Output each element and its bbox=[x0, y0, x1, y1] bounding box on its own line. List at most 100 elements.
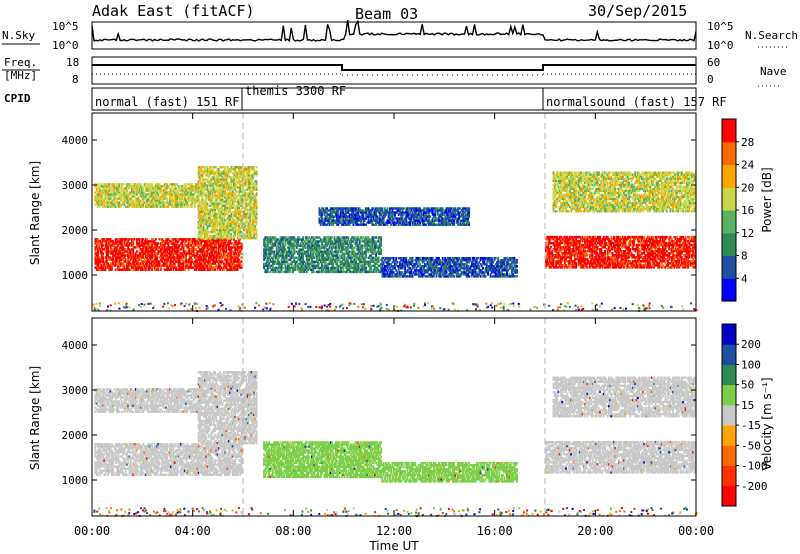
heatmap-cell bbox=[137, 269, 139, 271]
heatmap-cell bbox=[365, 267, 367, 269]
heatmap-cell bbox=[198, 197, 200, 199]
heatmap-cell bbox=[286, 257, 288, 259]
heatmap-cell bbox=[337, 267, 339, 269]
noise-right-tick-top: 10^5 bbox=[707, 20, 734, 33]
heatmap-cell bbox=[139, 238, 141, 240]
heatmap-cell bbox=[256, 203, 258, 205]
heatmap-cell bbox=[378, 257, 380, 259]
heatmap-cell bbox=[302, 236, 304, 238]
heatmap-cell bbox=[266, 251, 268, 253]
heatmap-cell bbox=[232, 211, 234, 213]
heatmap-cell bbox=[335, 242, 337, 244]
heatmap-cell bbox=[141, 185, 143, 187]
heatmap-cell bbox=[327, 267, 329, 269]
noise-line bbox=[92, 20, 696, 41]
heatmap-cell bbox=[239, 237, 241, 239]
heatmap-cell bbox=[195, 248, 197, 250]
heatmap-cell bbox=[214, 269, 216, 271]
heatmap-cell bbox=[129, 206, 131, 208]
heatmap-cell bbox=[157, 242, 159, 244]
heatmap-cell bbox=[256, 186, 258, 188]
heatmap-cell bbox=[110, 256, 112, 258]
heatmap-cell bbox=[160, 269, 162, 271]
heatmap-cell bbox=[178, 185, 180, 187]
date-title: 30/Sep/2015 bbox=[588, 2, 687, 20]
heatmap-cell bbox=[249, 219, 251, 221]
freq-left-tick-top: 18 bbox=[66, 56, 79, 69]
noise-right-label: N.Search bbox=[745, 29, 798, 42]
heatmap-cell bbox=[130, 250, 132, 252]
heatmap-cell bbox=[176, 197, 178, 199]
heatmap-cell bbox=[156, 206, 158, 208]
heatmap-cell bbox=[207, 203, 209, 205]
heatmap-cell bbox=[112, 240, 114, 242]
heatmap-cell bbox=[233, 203, 235, 205]
heatmap-cell bbox=[344, 257, 346, 259]
cpid-program-3: normalsound (fast) 157 RF bbox=[546, 95, 727, 109]
heatmap-cell bbox=[188, 203, 190, 205]
heatmap-cell bbox=[142, 206, 144, 208]
heatmap-cell bbox=[241, 242, 243, 244]
heatmap-cell bbox=[220, 266, 222, 268]
heatmap-cell bbox=[253, 166, 255, 168]
heatmap-cell bbox=[166, 197, 168, 199]
heatmap-cell bbox=[188, 269, 190, 271]
heatmap-cell bbox=[267, 267, 269, 269]
heatmap-cell bbox=[380, 251, 382, 253]
nave-right-label: Nave bbox=[760, 65, 787, 78]
heatmap-cell bbox=[118, 183, 120, 185]
heatmap-cell bbox=[102, 244, 104, 246]
heatmap-cell bbox=[213, 237, 215, 239]
heatmap-cell bbox=[151, 183, 153, 185]
heatmap-cell bbox=[256, 237, 258, 239]
power-heatmap bbox=[93, 113, 698, 312]
heatmap-cell bbox=[121, 242, 123, 244]
heatmap-cell bbox=[314, 271, 316, 273]
heatmap-cell bbox=[120, 206, 122, 208]
heatmap-cell bbox=[129, 187, 131, 189]
noise-left-tick-bottom: 10^0 bbox=[52, 39, 79, 52]
heatmap-cell bbox=[159, 238, 161, 240]
heatmap-cell bbox=[241, 264, 243, 266]
heatmap-cell bbox=[374, 240, 376, 242]
heatmap-cell bbox=[115, 269, 117, 271]
heatmap-cell bbox=[361, 244, 363, 246]
heatmap-cell bbox=[256, 170, 258, 172]
heatmap-cell bbox=[184, 206, 186, 208]
heatmap-cell bbox=[302, 257, 304, 259]
noise-left-tick-top: 10^5 bbox=[52, 20, 79, 33]
heatmap-cell bbox=[191, 258, 193, 260]
heatmap-cell bbox=[168, 242, 170, 244]
cpid-label: CPID bbox=[4, 92, 31, 105]
heatmap-cell bbox=[331, 240, 333, 242]
heatmap-cell bbox=[178, 206, 180, 208]
heatmap-cell bbox=[160, 187, 162, 189]
heatmap-cell bbox=[121, 197, 123, 199]
heatmap-cell bbox=[242, 219, 244, 221]
heatmap-cell bbox=[194, 206, 196, 208]
heatmap-cell bbox=[432, 257, 434, 259]
heatmap-cell bbox=[331, 236, 333, 238]
heatmap-cell bbox=[282, 267, 284, 269]
heatmap-cell bbox=[191, 206, 193, 208]
heatmap-cell bbox=[129, 248, 131, 250]
heatmap-cell bbox=[256, 229, 258, 231]
heatmap-cell bbox=[149, 269, 151, 271]
heatmap-cell bbox=[256, 180, 258, 182]
heatmap-cell bbox=[200, 242, 202, 244]
heatmap-cell bbox=[209, 269, 211, 271]
heatmap-cell bbox=[199, 178, 201, 180]
noise-left-label: N.Sky bbox=[2, 29, 35, 42]
heatmap-cell bbox=[235, 240, 237, 242]
radar-summary-plot: Adak East (fitACF) Beam 03 30/Sep/2015 N… bbox=[0, 0, 800, 554]
heatmap-cell bbox=[256, 213, 258, 215]
heatmap-cell bbox=[204, 269, 206, 271]
heatmap-cell bbox=[193, 250, 195, 252]
heatmap-cell bbox=[164, 201, 166, 203]
heatmap-cell bbox=[342, 267, 344, 269]
heatmap-cell bbox=[189, 238, 191, 240]
heatmap-cell bbox=[102, 252, 104, 254]
heatmap-cell bbox=[195, 269, 197, 271]
heatmap-cell bbox=[256, 219, 258, 221]
heatmap-cell bbox=[111, 248, 113, 250]
